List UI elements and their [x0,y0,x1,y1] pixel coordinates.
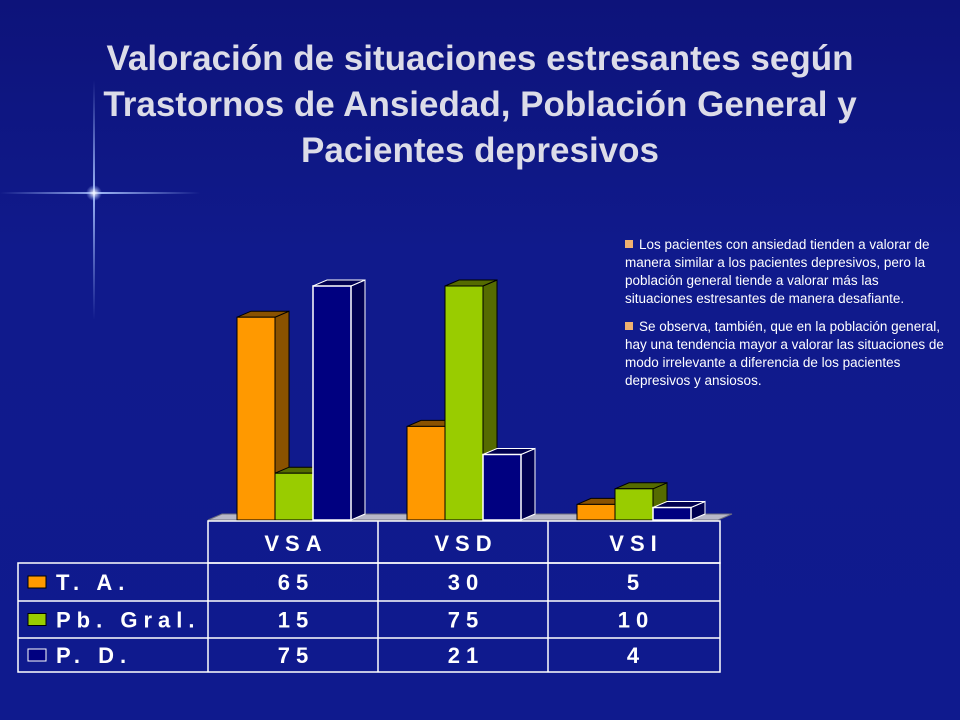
bullet-icon [625,322,633,330]
bar [406,425,446,521]
data-label: 10 [618,608,654,633]
category-label: VSD [434,531,497,556]
bar [444,285,484,521]
data-label: 65 [278,570,314,595]
bar [312,285,352,521]
legend-label: T. A. [56,570,130,595]
data-label: 75 [448,608,484,633]
sparkle-core [86,185,102,201]
bar-side [350,279,366,521]
slide-title: Valoración de situaciones estresantes se… [103,39,857,170]
data-label: 4 [627,643,645,668]
note-text: Se observa, también, que en la población… [625,319,944,388]
category-label: VSI [609,531,662,556]
data-label: 21 [448,643,484,668]
bar [482,453,522,521]
bar [614,488,654,521]
data-label: 15 [278,608,314,633]
bar-side [520,447,536,521]
note-text: Los pacientes con ansiedad tienden a val… [625,237,930,306]
note-item: Se observa, también, que en la población… [625,318,947,390]
table-body-frame [17,562,721,673]
category-label: VSA [264,531,327,556]
data-label: 5 [627,570,645,595]
data-label: 75 [278,643,314,668]
legend-key [27,648,47,662]
legend-label: P. D. [56,643,132,668]
legend-label: Pb. Gral. [56,608,200,633]
bar [274,472,314,521]
note-item: Los pacientes con ansiedad tienden a val… [625,236,947,308]
bar [236,316,276,521]
bullet-icon [625,240,633,248]
bar [576,503,616,521]
data-label: 30 [448,570,484,595]
bar [652,506,692,521]
notes-panel: Los pacientes con ansiedad tienden a val… [625,236,947,400]
legend-key [27,613,47,626]
legend-key [27,575,47,589]
